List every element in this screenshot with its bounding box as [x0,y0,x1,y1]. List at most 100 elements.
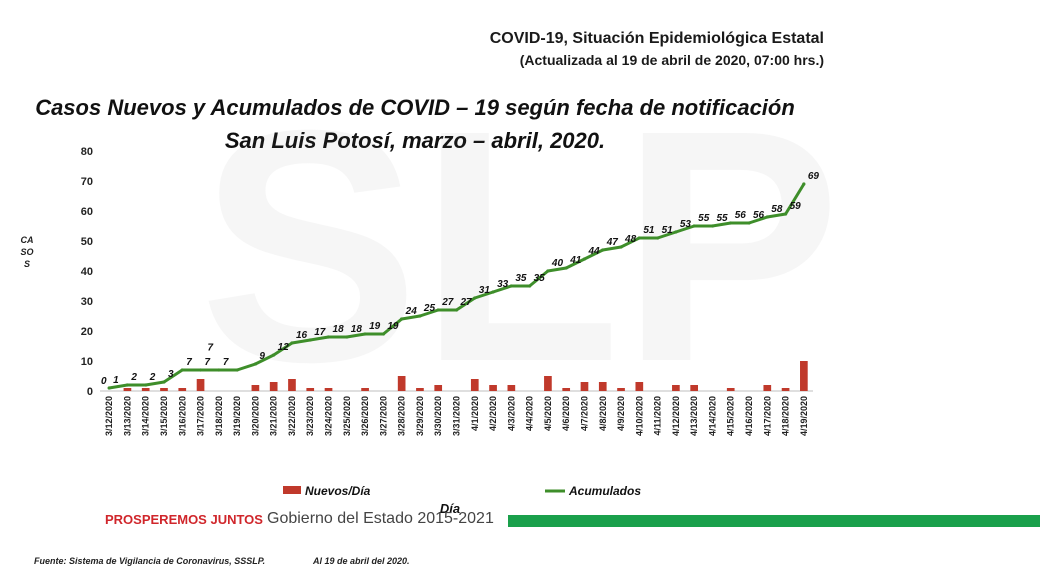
report-update-date: (Actualizada al 19 de abril de 2020, 07:… [519,52,824,68]
point-acumulados [473,296,477,300]
point-acumulados [436,308,440,312]
point-acumulados [729,221,733,225]
slp-watermark: SLP [199,61,841,430]
x-tick-label: 4/6/2020 [561,396,571,431]
x-tick-label: 3/31/2020 [452,396,462,436]
x-tick-label: 4/3/2020 [506,396,516,431]
x-tick-label: 3/30/2020 [433,396,443,436]
line-data-label: 17 [314,327,326,338]
line-data-label: 27 [441,297,454,308]
point-acumulados [710,224,715,228]
x-tick-label: 4/13/2020 [689,396,699,436]
y-tick-label: 80 [81,146,93,158]
x-tick-label: 4/5/2020 [543,396,553,431]
line-data-label: 18 [333,324,345,335]
bar-nuevos [781,388,790,391]
bar-nuevos [324,388,333,391]
bar-nuevos [726,388,735,391]
line-data-label: 18 [351,324,363,335]
bar-nuevos [672,385,680,391]
point-acumulados [345,335,349,339]
bar-nuevos [763,385,772,391]
legend-label-line: Acumulados [568,484,641,498]
point-acumulados [692,224,696,228]
x-tick-label: 4/12/2020 [671,396,681,436]
bar-nuevos [434,385,443,391]
x-tick-label: 3/27/2020 [378,396,388,436]
x-tick-label: 3/29/2020 [415,396,425,436]
bar-nuevos [196,379,205,391]
report-title: COVID-19, Situación Epidemiológica Estat… [489,30,824,47]
bar-nuevos [141,388,150,391]
point-acumulados [674,230,678,234]
y-tick-label: 20 [81,326,93,338]
bar-nuevos [690,385,699,391]
bar-nuevos [562,388,571,391]
point-acumulados [619,245,623,249]
point-acumulados [272,353,276,357]
source-date: Al 19 de abril del 2020. [313,556,410,566]
x-tick-label: 3/14/2020 [141,396,151,436]
x-tick-label: 4/15/2020 [726,396,736,436]
line-data-label: 33 [497,279,509,290]
line-data-label: 55 [698,213,710,224]
line-data-label: 3 [168,369,174,380]
point-acumulados [308,338,312,342]
line-data-label: 51 [643,225,655,236]
point-acumulados [144,383,148,387]
line-data-label: 2 [130,372,137,383]
y-tick-label: 60 [81,206,93,218]
x-tick-label: 4/4/2020 [525,396,535,431]
line-data-label: 2 [149,372,156,383]
line-data-label: 40 [551,258,564,269]
x-tick-label: 4/14/2020 [707,396,717,436]
point-acumulados [162,380,166,384]
point-acumulados [491,290,495,294]
y-tick-label: 70 [81,176,93,188]
x-tick-label: 3/20/2020 [250,396,260,436]
x-tick-label: 3/25/2020 [342,396,352,436]
y-tick-label: 30 [81,296,93,308]
x-tick-label: 4/17/2020 [762,396,772,436]
line-data-label: 58 [771,204,783,215]
line-data-label: 35 [534,273,546,284]
line-data-label: 35 [515,273,527,284]
point-acumulados [454,308,459,312]
bar-data-label: 0 [101,376,107,387]
point-acumulados [802,182,806,186]
bar-nuevos [800,361,808,391]
bar-nuevos [470,379,479,391]
line-data-label: 7 [186,357,192,368]
line-data-label: 51 [662,225,674,236]
line-data-label: 19 [387,321,399,332]
point-acumulados [235,368,239,372]
line-data-label: 25 [423,303,436,314]
point-acumulados [546,269,550,273]
y-tick-label: 0 [87,386,93,398]
x-tick-label: 3/17/2020 [196,396,206,436]
point-acumulados [528,284,532,288]
x-tick-label: 3/28/2020 [397,396,407,436]
government-name: Gobierno del Estado 2015-2021 [267,510,494,527]
bar-nuevos [507,385,516,391]
line-data-label: 7 [208,343,214,354]
x-tick-label: 3/24/2020 [324,396,334,436]
line-data-label: 47 [606,237,619,248]
x-tick-label: 3/19/2020 [232,396,242,436]
x-tick-label: 3/15/2020 [159,396,169,436]
line-data-label: 19 [369,321,381,332]
brand-slogan: PROSPEREMOS JUNTOS [105,512,263,527]
point-acumulados [656,236,660,240]
x-tick-label: 4/10/2020 [634,396,644,436]
line-data-label: 24 [405,306,418,317]
x-tick-label: 4/18/2020 [781,396,791,436]
point-acumulados [125,383,130,387]
x-tick-label: 4/11/2020 [653,396,663,436]
bar-nuevos [251,385,260,391]
svg-text:SLP: SLP [199,61,841,430]
bar-nuevos [580,382,589,391]
line-data-label: 44 [587,246,600,257]
x-tick-label: 3/21/2020 [269,396,279,436]
line-data-label: 16 [296,330,308,341]
bar-nuevos [288,379,296,391]
